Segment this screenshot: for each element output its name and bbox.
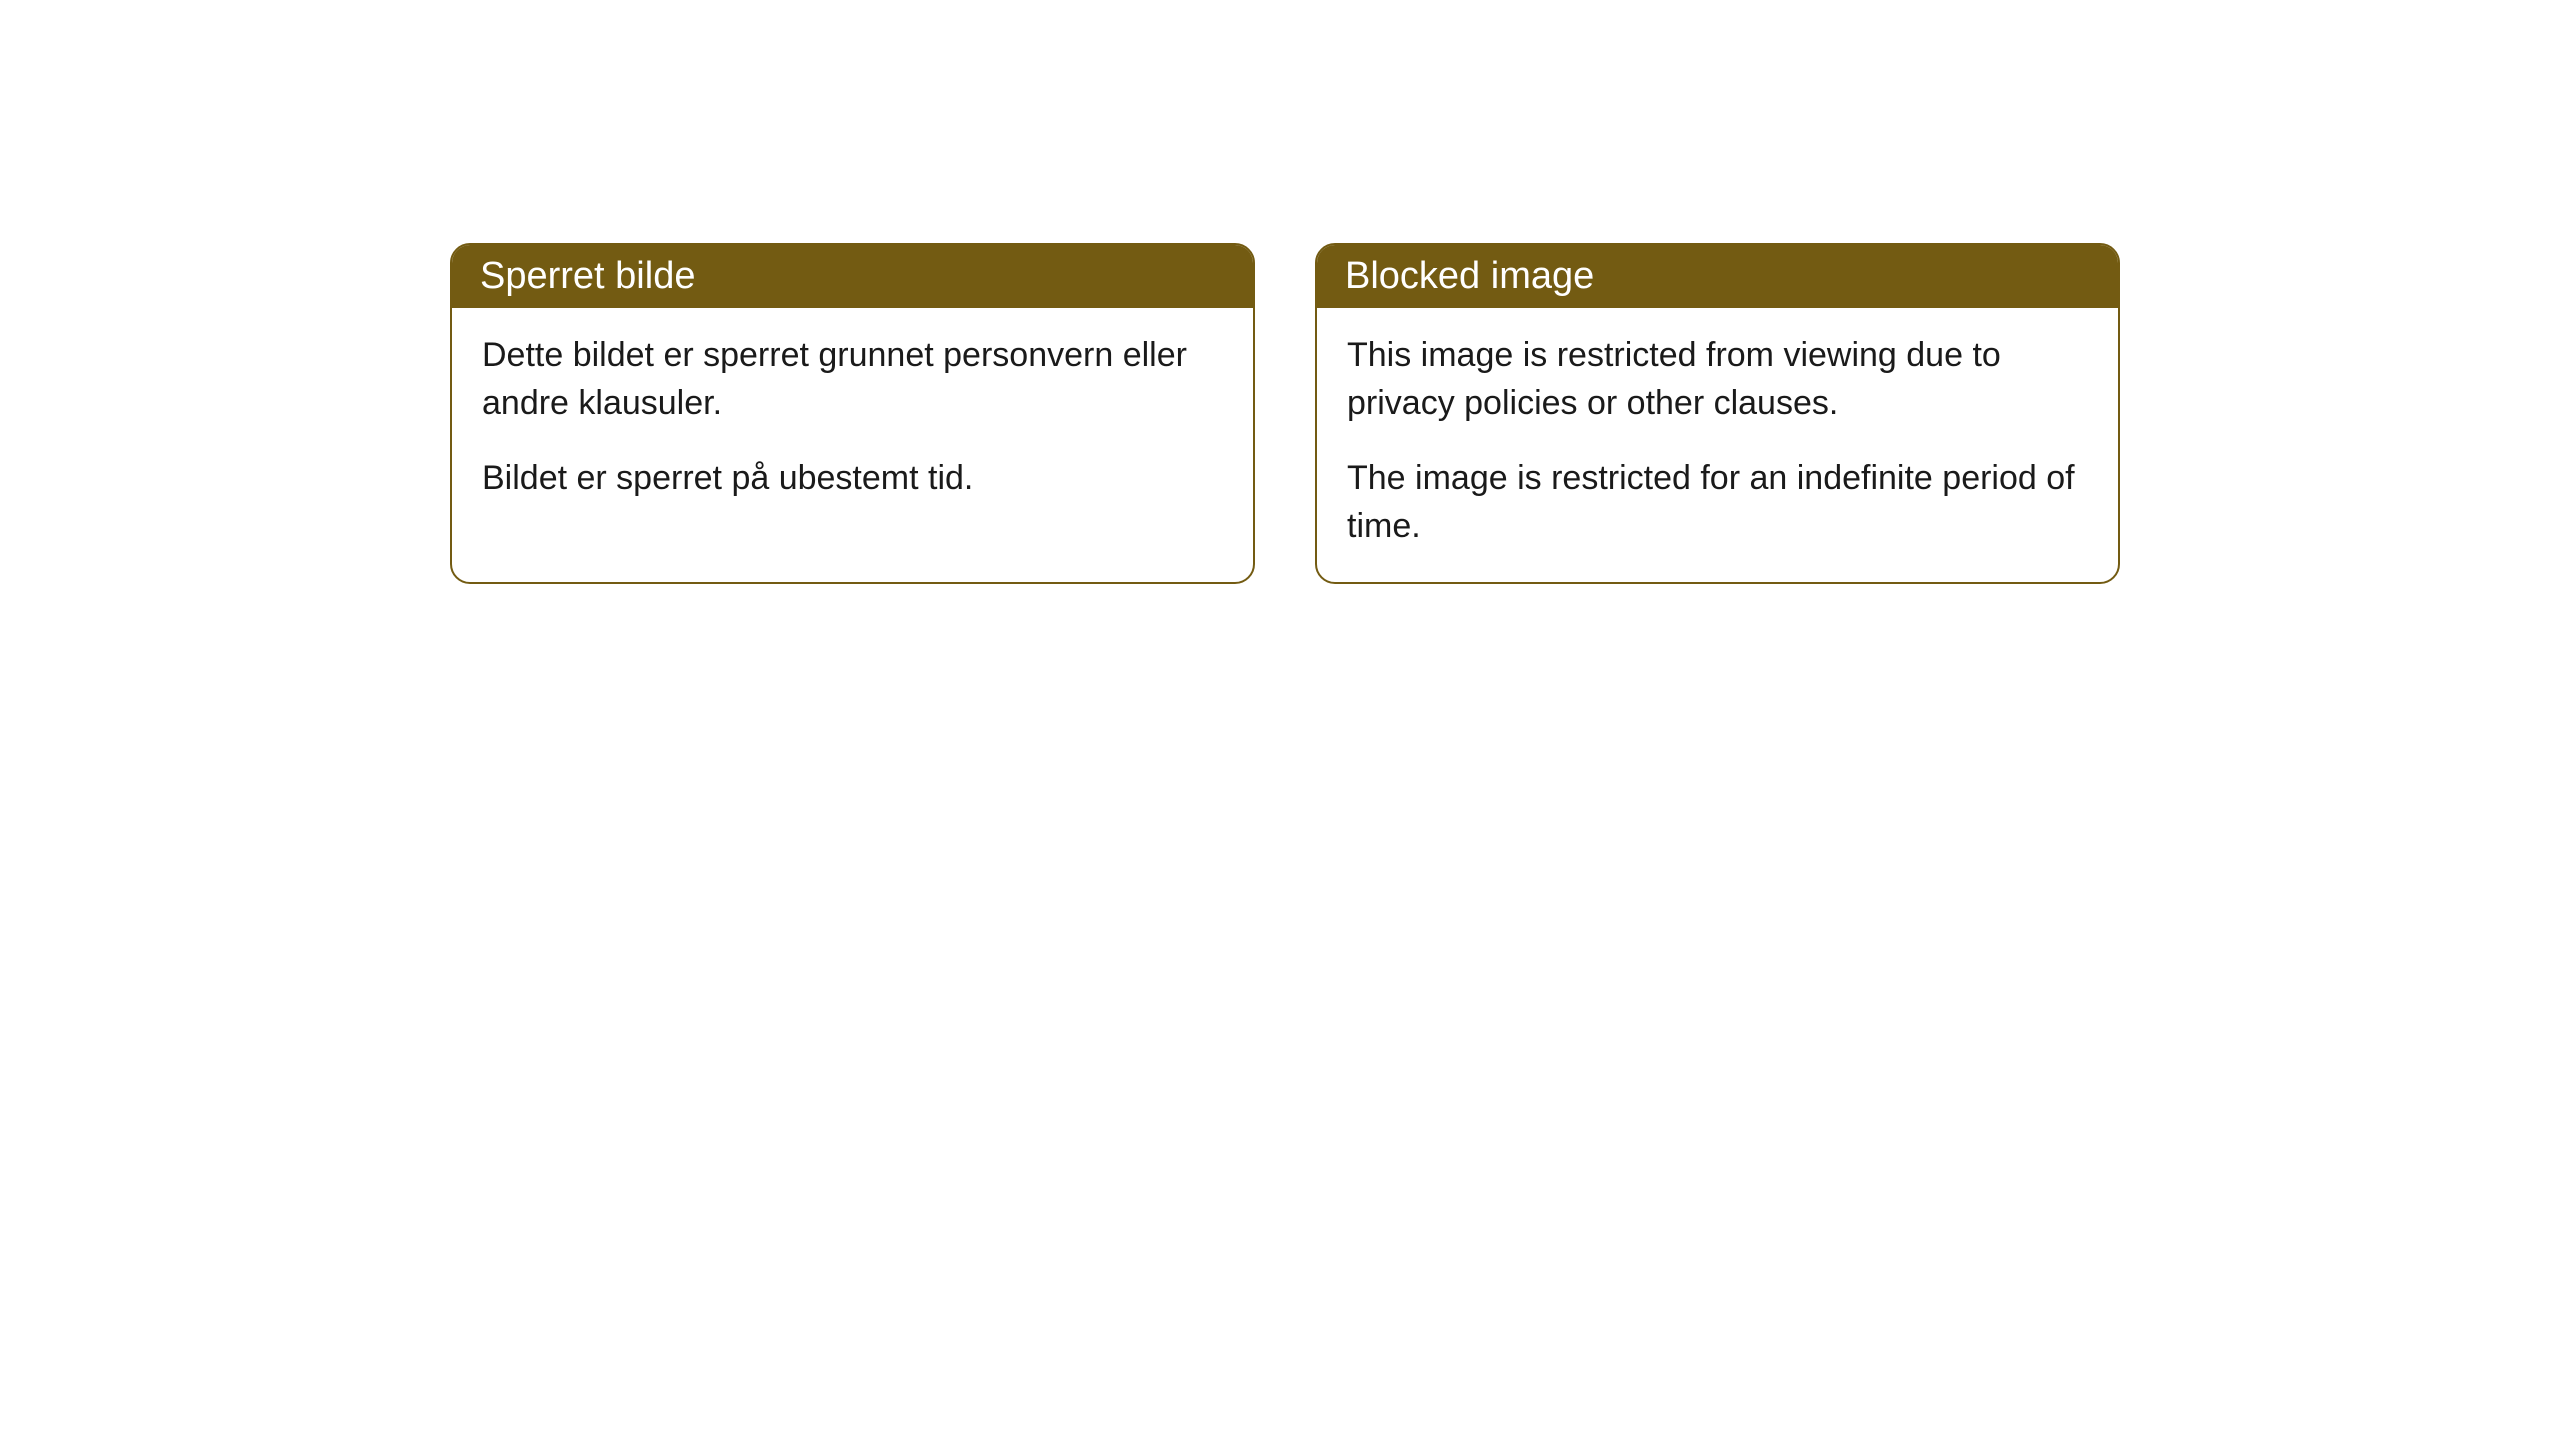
card-body-english: This image is restricted from viewing du…: [1317, 308, 2118, 582]
card-body-norwegian: Dette bildet er sperret grunnet personve…: [452, 308, 1253, 535]
blocked-image-card-english: Blocked image This image is restricted f…: [1315, 243, 2120, 584]
card-header-english: Blocked image: [1317, 245, 2118, 308]
notice-text-line-2: Bildet er sperret på ubestemt tid.: [482, 455, 1223, 503]
notice-text-line-2: The image is restricted for an indefinit…: [1347, 455, 2088, 550]
notice-cards-container: Sperret bilde Dette bildet er sperret gr…: [450, 243, 2560, 584]
notice-text-line-1: This image is restricted from viewing du…: [1347, 332, 2088, 427]
notice-text-line-1: Dette bildet er sperret grunnet personve…: [482, 332, 1223, 427]
card-header-norwegian: Sperret bilde: [452, 245, 1253, 308]
blocked-image-card-norwegian: Sperret bilde Dette bildet er sperret gr…: [450, 243, 1255, 584]
